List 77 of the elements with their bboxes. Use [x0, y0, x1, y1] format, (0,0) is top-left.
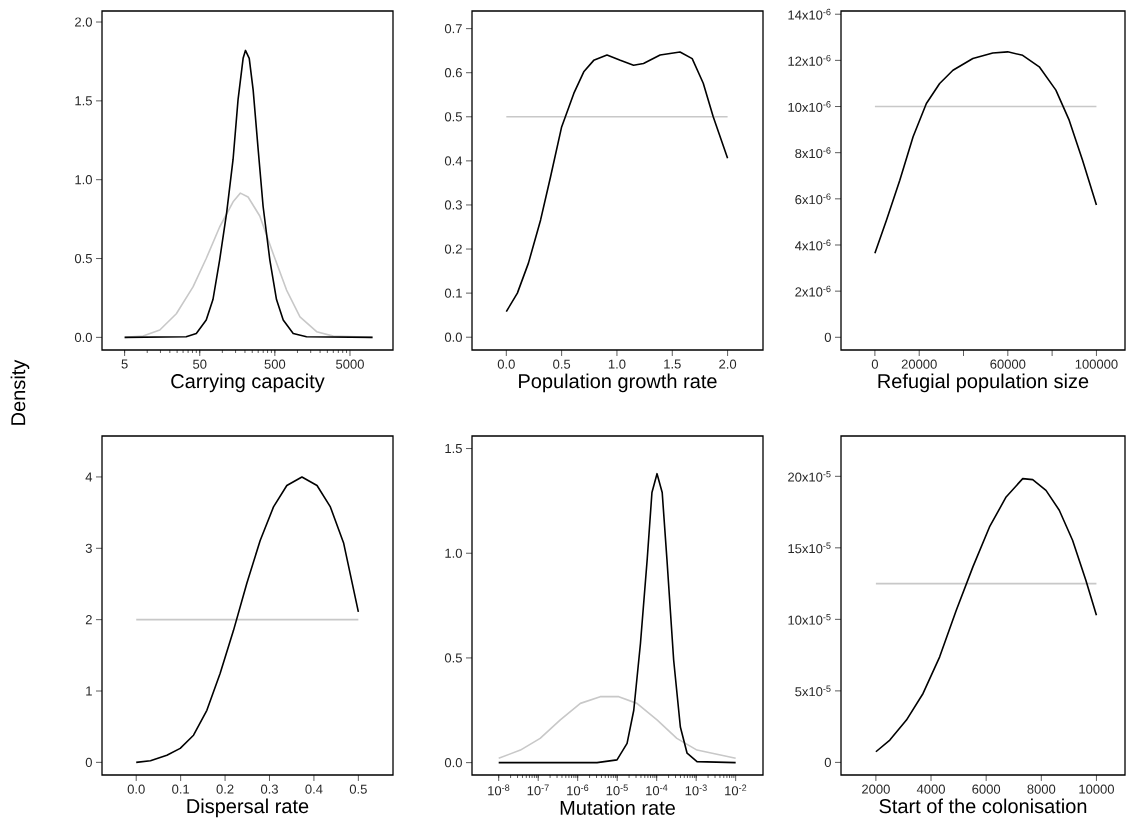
y-tick-label: 2.0 [75, 17, 92, 27]
x-axis-title: Mutation rate [560, 800, 675, 815]
y-tick-label: 3 [85, 543, 92, 553]
x-tick-label: 0.3 [260, 784, 278, 794]
y-tick-label: 0.0 [444, 332, 462, 342]
line-series [874, 51, 1098, 255]
x-tick-label: 2.0 [719, 359, 737, 369]
x-tick-label: 10$^{-2}$ [725, 784, 747, 796]
x-tick-label: 500 [264, 359, 286, 369]
x-axis-title: Carrying capacity [171, 373, 325, 393]
x-tick-label: 1.5 [664, 359, 681, 369]
y-tick-label: 1.0 [75, 175, 92, 185]
x-tick-label: 50 [193, 359, 207, 369]
y-tick-label: 1 [86, 686, 92, 696]
y-tick-label: 1.0 [445, 548, 462, 558]
x-tick-label: 60000 [990, 359, 1026, 369]
x-tick-label: 0.5 [349, 784, 367, 794]
x-tick-label: 0.1 [172, 784, 190, 794]
y-tick-label: 20x10$^{-5}$ [788, 470, 831, 482]
y-tick-label: 15x10$^{-5}$ [788, 542, 831, 554]
x-axis-title: Start of the colonisation [879, 798, 1087, 814]
y-tick-label: 12x10$^{-6}$ [788, 54, 831, 66]
line-series [135, 476, 360, 764]
y-tick-label: 2 [85, 615, 92, 625]
y-tick-label: 0 [824, 757, 831, 767]
y-tick-label: 0.2 [444, 244, 462, 254]
x-tick-label: 10$^{-8}$ [488, 784, 510, 796]
y-tick-label: 0.7 [444, 24, 462, 34]
x-tick-label: 8000 [1027, 784, 1056, 794]
y-tick-label: 0 [85, 757, 92, 767]
x-tick-label: 10$^{-6}$ [567, 784, 589, 796]
y-tick-label: 0 [824, 332, 831, 342]
x-tick-label: 10$^{-7}$ [527, 784, 549, 796]
x-tick-label: 20000 [901, 359, 937, 369]
y-tick-label: 1.5 [445, 444, 462, 454]
y-tick-label: 0.1 [444, 288, 462, 298]
y-tick-label: 0.4 [444, 156, 463, 166]
y-tick-label: 4 [85, 472, 93, 482]
x-tick-label: 10000 [1079, 784, 1115, 794]
x-axis-title: Population growth rate [519, 373, 717, 393]
x-tick-label: 10$^{-3}$ [685, 784, 707, 796]
y-tick-label: 0.5 [74, 253, 92, 264]
x-tick-label: 5000 [336, 359, 364, 369]
y-tick-label: 10x10$^{-6}$ [788, 101, 831, 112]
x-tick-label: 0.0 [497, 359, 515, 369]
x-axis-title: Refugial population size [878, 373, 1089, 393]
x-tick-label: 0.0 [127, 784, 145, 794]
y-tick-label: 0.0 [444, 758, 462, 768]
y-tick-label: 4x10$^{-6}$ [794, 239, 831, 251]
y-tick-label: 14x10$^{-6}$ [788, 8, 831, 20]
x-tick-label: 0.2 [216, 784, 234, 794]
y-tick-label: 6x10$^{-6}$ [795, 193, 831, 205]
y-tick-label: 0.6 [444, 68, 462, 78]
line-series [505, 51, 729, 313]
x-tick-label: 6000 [972, 784, 1001, 794]
x-tick-label: 10$^{-4}$ [646, 784, 668, 796]
y-tick-label: 0.0 [74, 332, 92, 342]
x-tick-label: 2000 [862, 784, 890, 794]
y-tick-label: 0.5 [444, 112, 462, 122]
y-tick-label: 10x10$^{-5}$ [788, 613, 831, 625]
x-axis-title: Dispersal rate [187, 798, 309, 818]
x-tick-label: 4000 [916, 784, 945, 794]
y-tick-label: 5x10$^{-5}$ [795, 685, 831, 697]
line-series [875, 477, 1098, 753]
x-tick-label: 100000 [1075, 359, 1118, 369]
y-axis-title: Density [10, 359, 30, 425]
y-tick-label: 1.5 [75, 96, 92, 106]
x-tick-label: 10$^{-5}$ [606, 784, 628, 796]
x-tick-label: 1.0 [608, 359, 626, 369]
y-tick-label: 8x10$^{-6}$ [795, 147, 831, 159]
x-tick-label: 5 [121, 359, 128, 369]
y-tick-label: 0.3 [444, 200, 462, 210]
x-tick-label: 0.5 [553, 359, 571, 369]
x-tick-label: 0 [871, 359, 879, 369]
x-tick-label: 0.4 [305, 784, 323, 794]
y-tick-label: 2x10$^{-6}$ [795, 285, 831, 297]
y-tick-label: 0.5 [444, 653, 462, 663]
